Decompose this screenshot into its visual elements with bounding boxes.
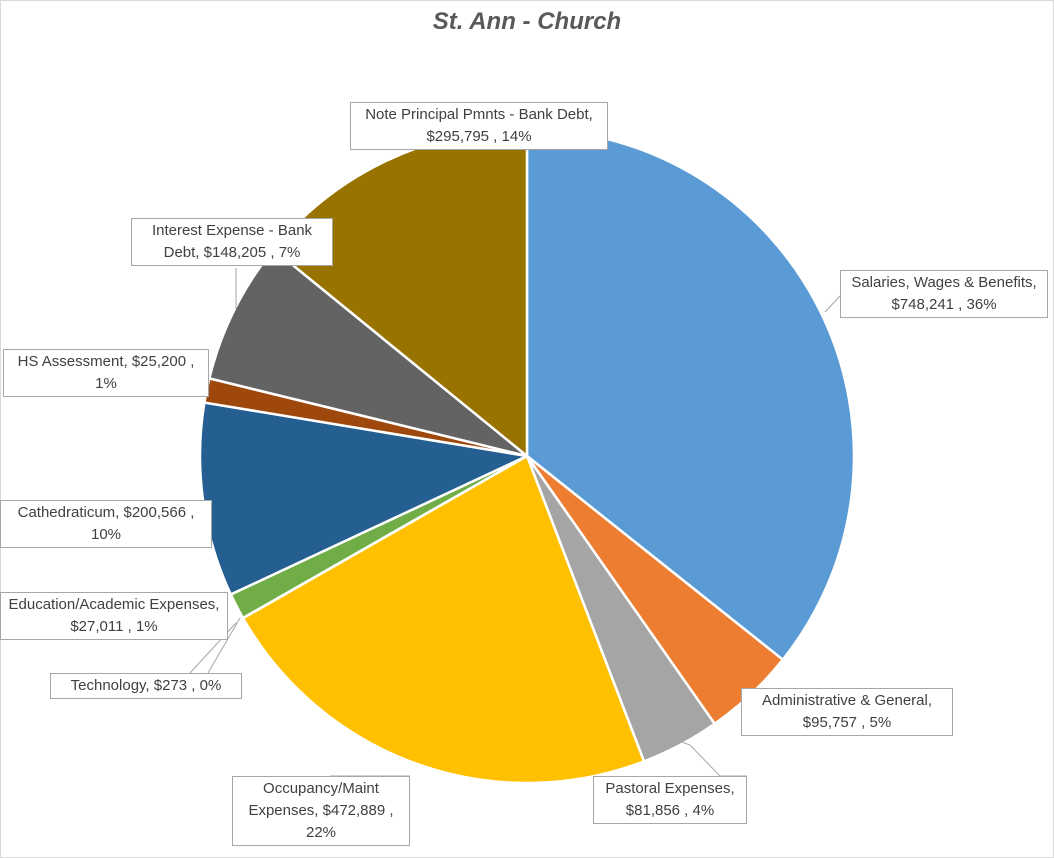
slice-label-occupancy: Occupancy/Maint Expenses, $472,889 , 22%: [232, 776, 410, 846]
chart-title: St. Ann - Church: [432, 8, 622, 35]
slice-label-principal: Note Principal Pmnts - Bank Debt, $295,7…: [350, 102, 608, 150]
leader-line-2: [681, 741, 747, 777]
slice-label-salaries: Salaries, Wages & Benefits, $748,241 , 3…: [840, 270, 1048, 318]
leader-line-0: [824, 295, 841, 313]
leader-line-5: [189, 622, 237, 674]
slice-label-interest: Interest Expense - Bank Debt, $148,205 ,…: [131, 218, 333, 266]
pie-slice-0: [525, 127, 856, 661]
slice-label-hs-assessment: HS Assessment, $25,200 , 1%: [3, 349, 209, 397]
slice-label-pastoral: Pastoral Expenses, $81,856 , 4%: [593, 776, 747, 824]
pie-slice-3: [241, 454, 646, 785]
slice-label-administrative: Administrative & General, $95,757 , 5%: [741, 688, 953, 736]
slice-label-cathedraticum: Cathedraticum, $200,566 , 10%: [0, 500, 212, 548]
slice-label-education: Education/Academic Expenses, $27,011 , 1…: [0, 592, 228, 640]
slice-label-technology: Technology, $273 , 0%: [50, 673, 242, 699]
leader-line-4: [207, 617, 241, 674]
